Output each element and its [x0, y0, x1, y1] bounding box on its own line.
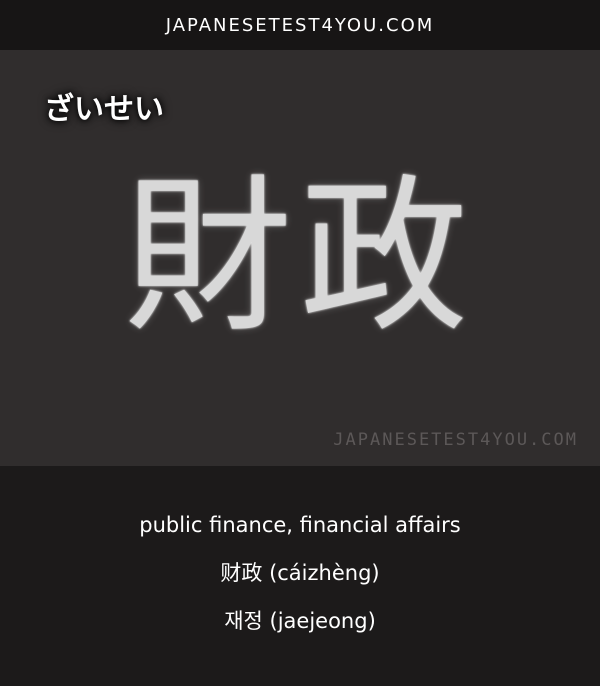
korean-translation: 재정 (jaejeong) — [224, 609, 376, 633]
vocabulary-card: ざいせい 財政 JAPANESETEST4YOU.COM — [0, 50, 600, 466]
watermark: JAPANESETEST4YOU.COM — [333, 430, 578, 450]
kanji-word: 財政 — [124, 159, 476, 355]
site-header: JAPANESETEST4YOU.COM — [0, 0, 600, 50]
meanings-block: public finance, financial affairs 财政 (cá… — [0, 505, 600, 649]
chinese-translation: 财政 (cáizhèng) — [220, 561, 380, 585]
hiragana-reading: ざいせい — [44, 92, 164, 127]
english-meaning: public finance, financial affairs — [139, 513, 461, 537]
site-title: JAPANESETEST4YOU.COM — [165, 14, 435, 36]
